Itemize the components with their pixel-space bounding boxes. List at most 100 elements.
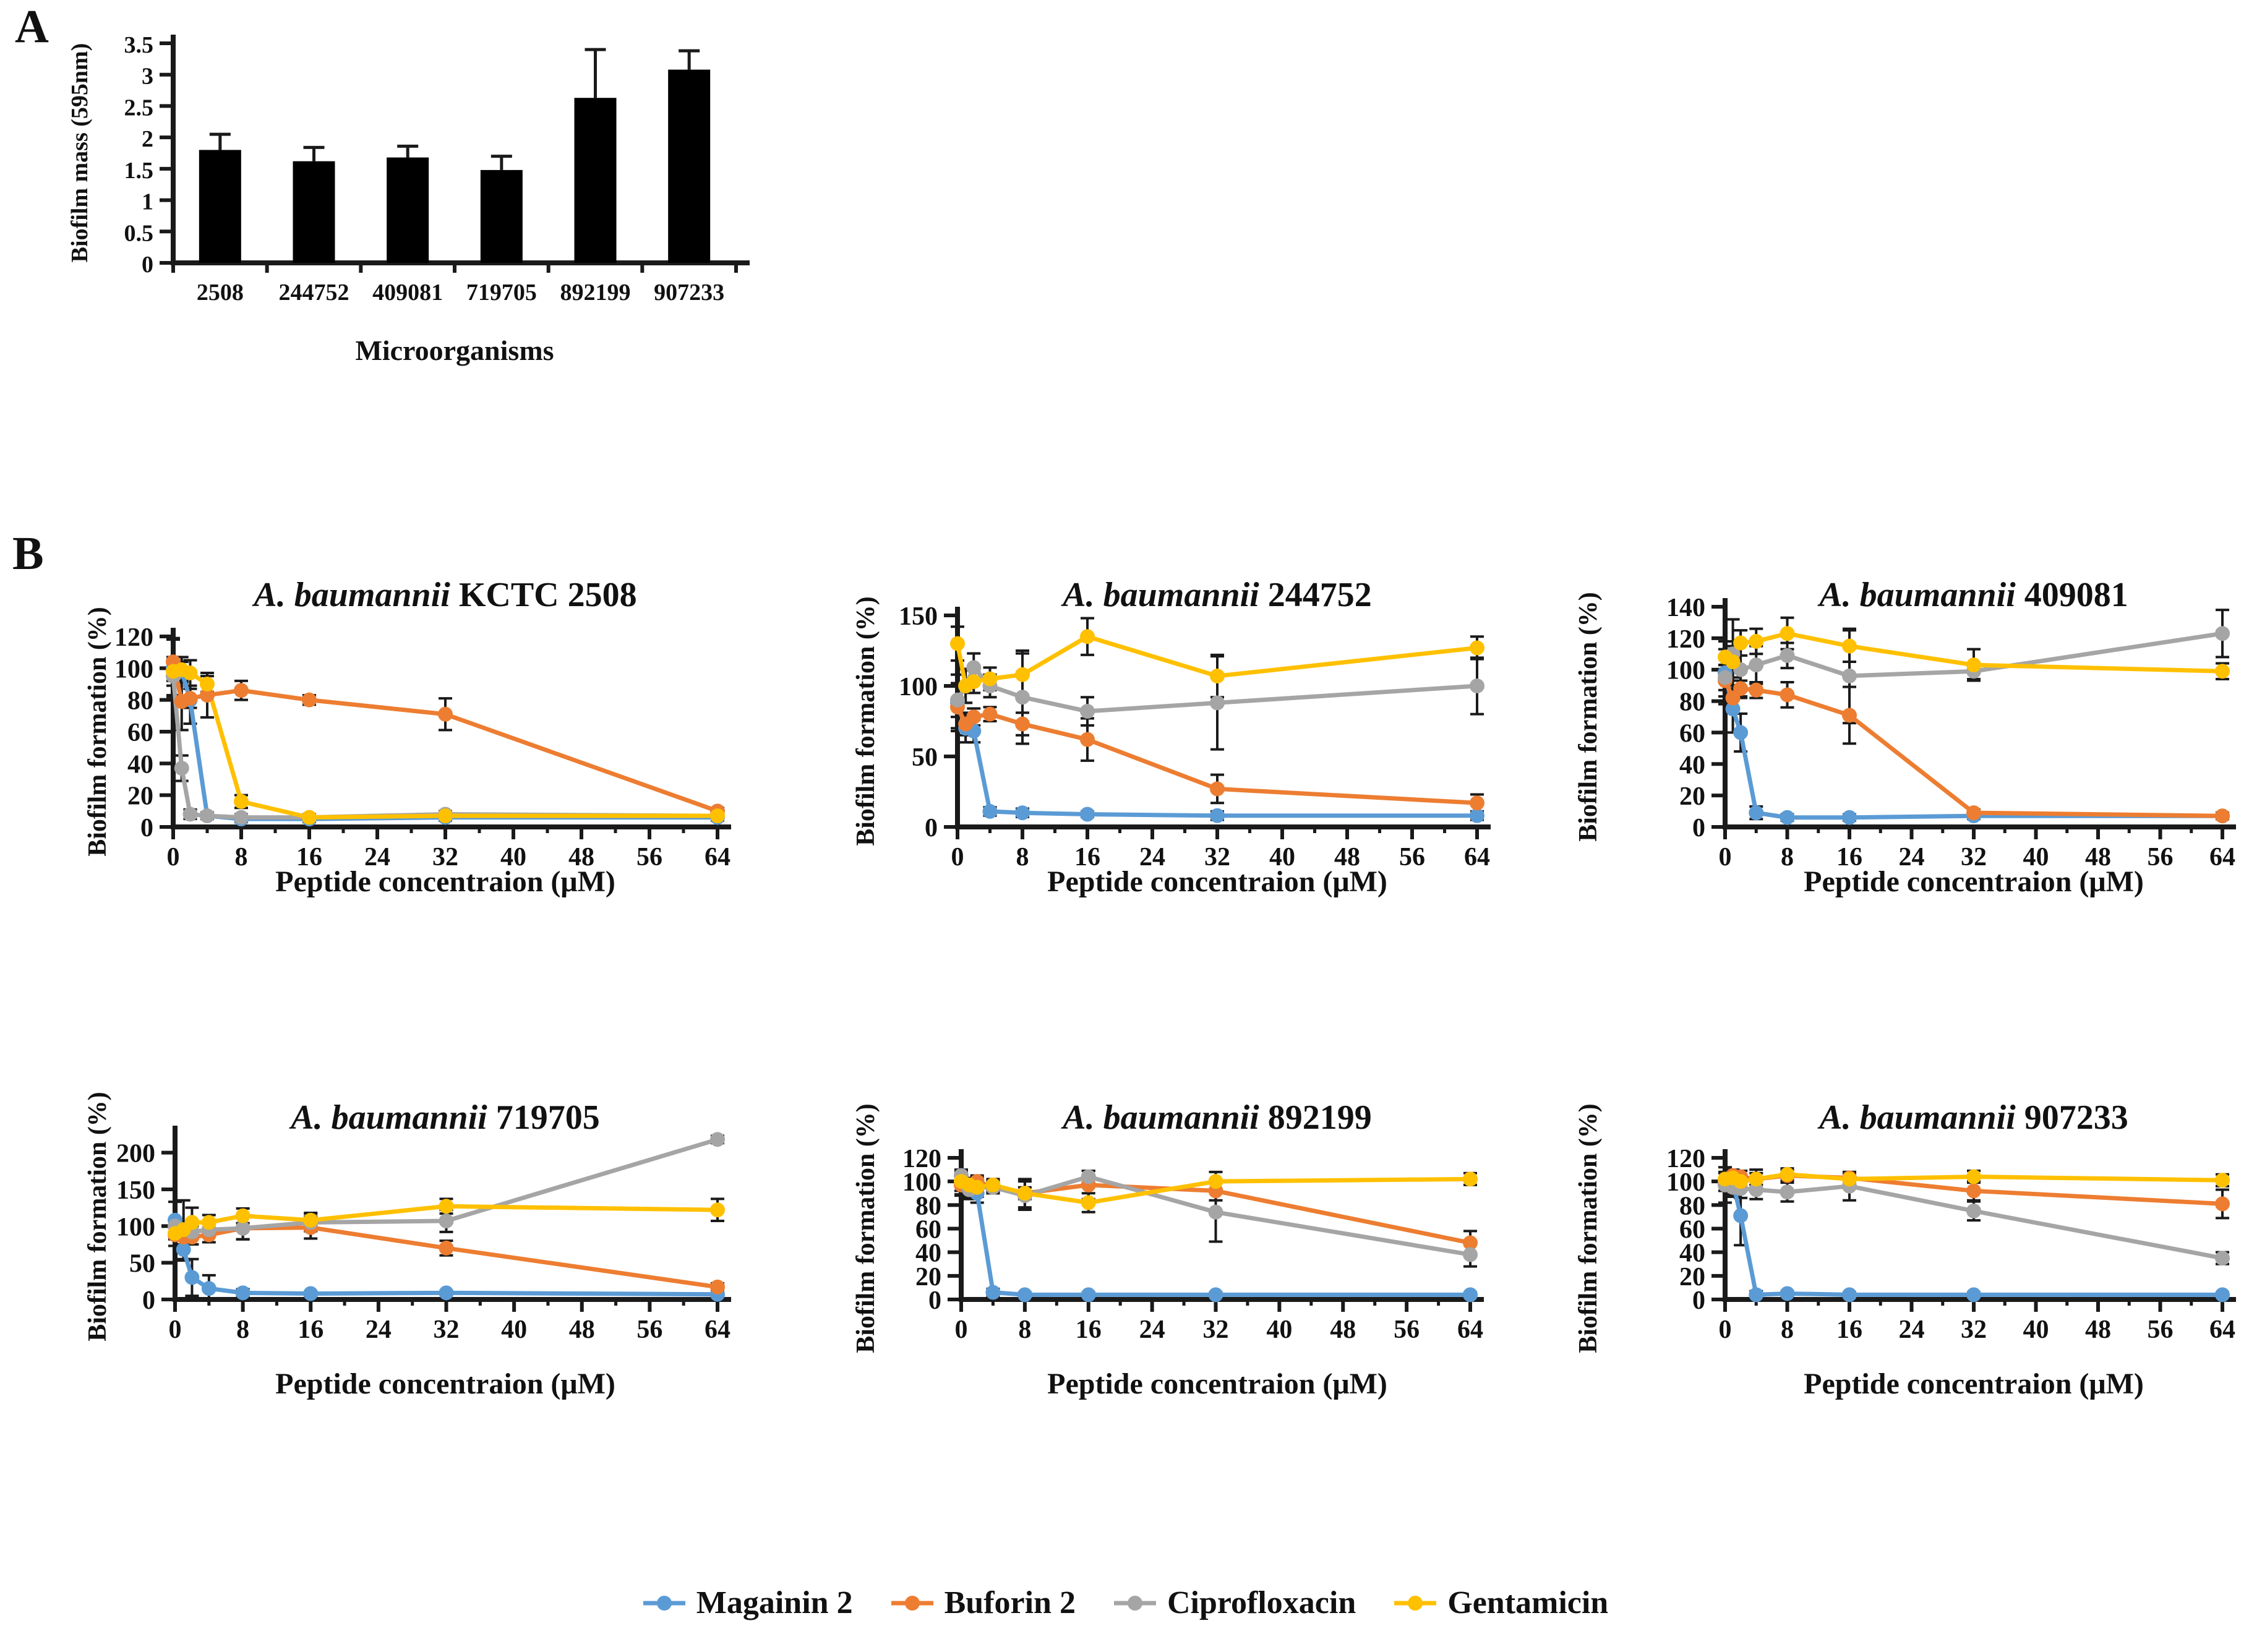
biofilm-mass-bar-chart: 0 0.5 1 1.5 2 2.5 3 3.5 2508 244752 409081 719705 89…: [124, 32, 750, 306]
y-tick-label: 100: [902, 1168, 941, 1197]
x-tick-label: 24: [1139, 1316, 1165, 1344]
data-point-gentamicin: [303, 1212, 319, 1228]
chart-title: A. baumannii 719705: [291, 1098, 600, 1137]
x-tick-label: 56: [1394, 1316, 1420, 1344]
data-point-buforin-2: [234, 683, 249, 698]
legend: Magainin 2 Buforin 2 Ciprofloxacin Genta…: [0, 1585, 2249, 1621]
x-tick-label: 48: [1330, 1316, 1356, 1344]
x-tick-label: 40: [500, 843, 526, 871]
data-point-ciprofloxacin: [1749, 1182, 1764, 1197]
x-tick-label: 64: [1464, 843, 1490, 871]
y-tick-label: 20: [1679, 782, 1705, 811]
data-point-gentamicin: [2215, 1173, 2230, 1188]
line-chart-244752: 0 50 100 150 0 8 16 24 32 40 48 56 64: [899, 602, 1491, 871]
x-axis-label: Peptide concentraion (μM): [1804, 865, 2144, 898]
legend-label: Magainin 2: [696, 1585, 853, 1620]
x-tick-label: 40: [1266, 1316, 1292, 1344]
panel-a-label: A: [15, 1, 49, 53]
data-point-ciprofloxacin: [966, 660, 982, 675]
x-tick-label: 8: [236, 1316, 249, 1344]
data-point-ciprofloxacin: [1718, 670, 1733, 685]
chart-cell-409081: A. baumannii 409081 Biofilm formation (%…: [1528, 557, 2249, 903]
x-axis-label: Peptide concentraion (μM): [1047, 1367, 1387, 1400]
data-point-ciprofloxacin: [200, 808, 215, 824]
x-tick-label: 0: [955, 1316, 968, 1344]
x-tick-label: 32: [1204, 843, 1230, 871]
y-tick-label: 80: [127, 687, 153, 716]
data-point-magainin-2: [1966, 1287, 1981, 1303]
y-tick-label: 20: [1679, 1263, 1705, 1291]
x-tick-label: 24: [1899, 1316, 1925, 1344]
y-tick-label: 0: [925, 814, 938, 842]
series-line-magainin-2: [1723, 672, 2222, 820]
chart-title: A. baumannii 244752: [1063, 576, 1372, 614]
bar-719705: [480, 169, 523, 263]
x-tick-label: 56: [2148, 1316, 2174, 1344]
data-point-magainin-2: [985, 1285, 1001, 1300]
data-point-buforin-2: [1080, 732, 1095, 747]
x-tick-label: 40: [501, 1316, 527, 1344]
data-point-ciprofloxacin: [234, 810, 249, 825]
x-tick-label: 64: [2209, 1316, 2235, 1344]
data-point-buforin-2: [1210, 781, 1225, 797]
data-point-ciprofloxacin: [1015, 690, 1030, 705]
data-point-gentamicin: [2215, 664, 2230, 679]
legend-label: Buforin 2: [944, 1585, 1076, 1620]
x-tick-label: 8: [1018, 1316, 1031, 1344]
legend-label: Ciprofloxacin: [1167, 1585, 1356, 1620]
x-tick-label: 40: [2023, 843, 2049, 871]
data-point-ciprofloxacin: [235, 1220, 251, 1236]
data-point-magainin-2: [1015, 805, 1030, 821]
data-point-buforin-2: [1749, 682, 1764, 698]
data-point-magainin-2: [1470, 808, 1484, 823]
data-point-magainin-2: [235, 1285, 251, 1301]
data-point-gentamicin: [966, 674, 982, 690]
chart-cell-907233: A. baumannii 907233 Biofilm formation (%…: [1528, 1073, 2249, 1419]
data-point-buforin-2: [1842, 708, 1857, 723]
x-tick-label: 16: [1076, 1316, 1102, 1344]
data-point-magainin-2: [1733, 1208, 1749, 1223]
y-tick-label: 60: [1679, 1216, 1705, 1244]
data-point-gentamicin: [1842, 638, 1857, 654]
y-tick-label: 60: [915, 1216, 941, 1244]
y-tick-label: 0: [142, 1286, 155, 1315]
gentamicin-marker-icon: [1394, 1595, 1437, 1611]
data-point-gentamicin: [1015, 667, 1030, 682]
bar-2508: [199, 150, 241, 263]
data-point-magainin-2: [1733, 725, 1749, 740]
data-point-ciprofloxacin: [710, 1132, 725, 1147]
legend-item-gentamicin: Gentamicin: [1392, 1585, 1608, 1621]
data-point-gentamicin: [969, 1179, 985, 1195]
data-point-buforin-2: [2215, 808, 2230, 824]
data-point-magainin-2: [1749, 805, 1764, 821]
data-point-gentamicin: [1733, 1174, 1749, 1189]
data-point-ciprofloxacin: [182, 807, 198, 822]
category-label: 892199: [560, 280, 631, 306]
data-point-magainin-2: [1749, 1287, 1764, 1303]
data-point-gentamicin: [1210, 669, 1225, 684]
data-point-gentamicin: [1749, 1171, 1764, 1187]
biofilm-mass-panel: Biofilm mass (595nm) 0 0.5 1 1.5 2 2.5 3 3.5 250…: [37, 0, 767, 396]
x-tick-label: 32: [1961, 843, 1987, 871]
x-tick-label: 56: [636, 1316, 662, 1344]
x-tick-label: 0: [167, 843, 180, 871]
data-point-magainin-2: [201, 1281, 216, 1296]
data-point-ciprofloxacin: [439, 1213, 454, 1229]
data-point-gentamicin: [710, 1202, 725, 1218]
y-tick-label: 0: [140, 814, 153, 842]
y-tick-label: 150: [116, 1176, 155, 1205]
y-tick-label: 40: [1679, 1239, 1705, 1268]
data-point-buforin-2: [966, 709, 982, 725]
x-tick-label: 48: [2085, 1316, 2111, 1344]
data-point-gentamicin: [1463, 1171, 1478, 1187]
x-tick-label: 64: [2209, 843, 2235, 871]
data-point-buforin-2: [1463, 1235, 1478, 1251]
data-point-gentamicin: [1966, 657, 1981, 673]
data-point-gentamicin: [1208, 1174, 1223, 1189]
data-point-gentamicin: [1966, 1169, 1981, 1184]
data-point-magainin-2: [176, 1242, 191, 1257]
y-tick-label: 2: [142, 126, 153, 152]
data-point-gentamicin: [985, 1177, 1001, 1192]
